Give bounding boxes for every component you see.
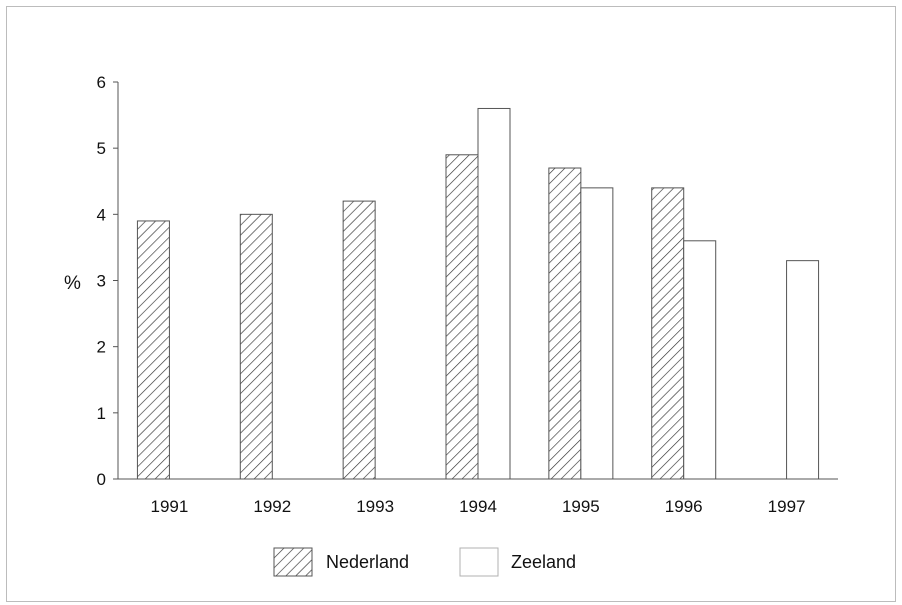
bar-nederland-1991 (136, 220, 170, 480)
legend-swatch-zeeland (459, 547, 499, 577)
legend: Nederland Zeeland (273, 547, 576, 577)
y-tick-label: 1 (97, 404, 106, 423)
bar-nederland-1995 (548, 167, 582, 480)
y-tick-label: 6 (97, 73, 106, 92)
x-tick-label: 1994 (459, 497, 497, 516)
y-tick-label: 2 (97, 338, 106, 357)
y-tick-label: 0 (97, 470, 106, 489)
bar-zeeland-1994 (477, 107, 511, 480)
bar-nederland-1996 (651, 187, 685, 480)
bar-zeeland-1996 (683, 240, 717, 480)
bar-zeeland-1995 (580, 187, 614, 480)
y-tick-label: 3 (97, 272, 106, 291)
chart-frame (6, 6, 896, 602)
bar-nederland-1992 (239, 213, 273, 480)
x-tick-label: 1995 (562, 497, 600, 516)
bar-nederland-1993 (342, 200, 376, 480)
x-axis-tick-labels: 1991 1992 1993 1994 1995 1996 1997 (151, 497, 806, 516)
bar-nederland-1994 (445, 154, 479, 480)
y-tick-label: 5 (97, 139, 106, 158)
x-tick-label: 1992 (253, 497, 291, 516)
bar-zeeland-1997 (786, 260, 820, 480)
legend-swatch-nederland (273, 547, 313, 577)
legend-label-nederland: Nederland (326, 552, 409, 572)
x-tick-label: 1993 (356, 497, 394, 516)
y-axis-label: % (64, 273, 81, 294)
y-tick-label: 4 (97, 205, 106, 224)
y-axis-tick-labels: 0 1 2 3 4 5 6 (97, 73, 106, 489)
chart-bars (136, 107, 820, 480)
legend-label-zeeland: Zeeland (511, 552, 576, 572)
x-tick-label: 1997 (768, 497, 806, 516)
x-tick-label: 1991 (151, 497, 189, 516)
x-tick-label: 1996 (665, 497, 703, 516)
